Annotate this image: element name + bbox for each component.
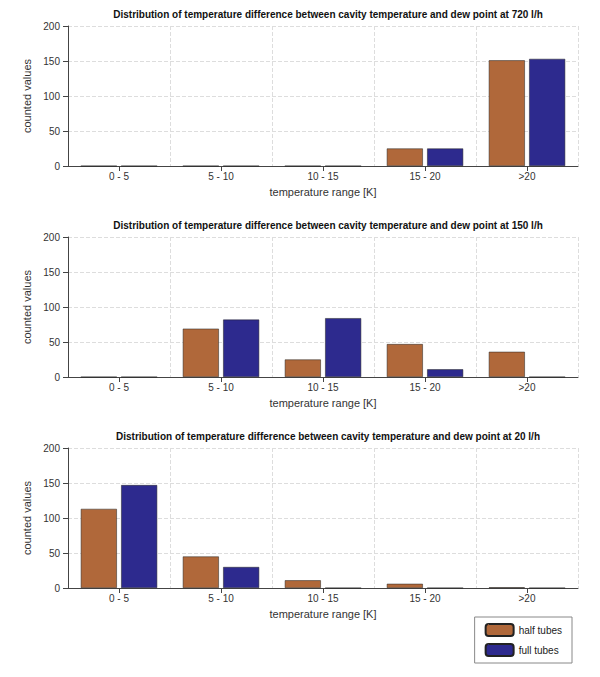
svg-text:0: 0 [54, 161, 60, 172]
svg-text:5 - 10: 5 - 10 [208, 171, 234, 182]
svg-text:Distribution of temperature di: Distribution of temperature difference b… [113, 9, 543, 20]
svg-text:0: 0 [54, 372, 60, 383]
svg-text:50: 50 [49, 548, 61, 559]
svg-text:150: 150 [43, 267, 60, 278]
svg-text:>20: >20 [519, 593, 536, 604]
svg-text:10 - 15: 10 - 15 [307, 171, 339, 182]
svg-text:0: 0 [54, 583, 60, 594]
svg-text:>20: >20 [519, 382, 536, 393]
svg-text:temperature range [K]: temperature range [K] [269, 397, 376, 409]
svg-text:temperature range [K]: temperature range [K] [269, 608, 376, 620]
svg-text:0 - 5: 0 - 5 [109, 171, 129, 182]
svg-text:10 - 15: 10 - 15 [307, 593, 339, 604]
svg-text:150: 150 [43, 478, 60, 489]
svg-text:150: 150 [43, 56, 60, 67]
svg-text:200: 200 [43, 21, 60, 32]
svg-text:200: 200 [43, 443, 60, 454]
svg-text:100: 100 [43, 513, 60, 524]
svg-text:15 - 20: 15 - 20 [409, 593, 441, 604]
svg-text:>20: >20 [519, 171, 536, 182]
svg-text:15 - 20: 15 - 20 [409, 382, 441, 393]
svg-text:5 - 10: 5 - 10 [208, 382, 234, 393]
svg-text:15 - 20: 15 - 20 [409, 171, 441, 182]
svg-text:full tubes: full tubes [519, 645, 559, 656]
svg-text:200: 200 [43, 232, 60, 243]
svg-text:100: 100 [43, 302, 60, 313]
svg-text:counted values: counted values [21, 59, 33, 133]
svg-text:counted values: counted values [21, 481, 33, 555]
svg-text:100: 100 [43, 91, 60, 102]
svg-text:50: 50 [49, 337, 61, 348]
svg-text:temperature range [K]: temperature range [K] [269, 186, 376, 198]
svg-text:counted values: counted values [21, 270, 33, 344]
svg-text:10 - 15: 10 - 15 [307, 382, 339, 393]
svg-text:0 - 5: 0 - 5 [109, 382, 129, 393]
svg-text:Distribution of temperature di: Distribution of temperature difference b… [113, 220, 543, 231]
svg-text:5 - 10: 5 - 10 [208, 593, 234, 604]
svg-text:0 - 5: 0 - 5 [109, 593, 129, 604]
svg-text:50: 50 [49, 126, 61, 137]
svg-text:Distribution of temperature di: Distribution of temperature difference b… [116, 431, 540, 442]
svg-text:half tubes: half tubes [519, 625, 562, 636]
